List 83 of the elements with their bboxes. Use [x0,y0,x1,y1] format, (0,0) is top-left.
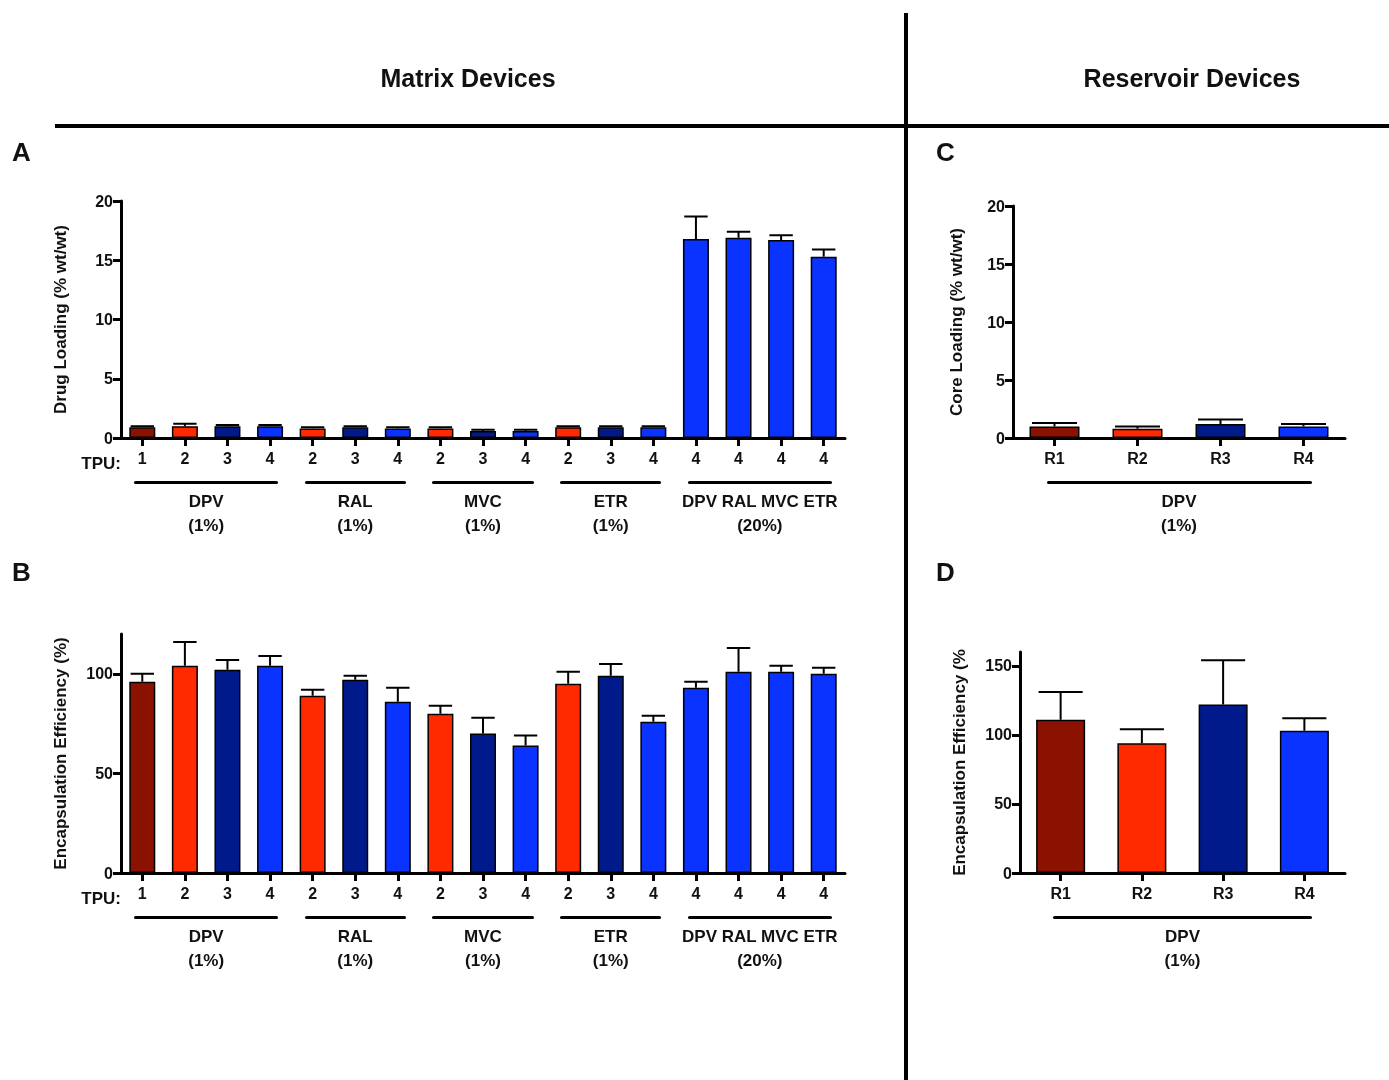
text: C [936,137,956,167]
y-axis-title: Encapsulation Efficiency (% [950,649,969,876]
x-tick-label: 4 [648,449,658,467]
x-tick-label: R2 [1131,884,1153,902]
x-tick-label: 2 [308,449,318,467]
y-tick-label: 15 [987,255,1006,273]
x-tick-label: 4 [776,449,786,467]
text: TPU: [80,888,121,910]
x-tick-label: 1 [137,884,147,902]
text: DPV (1%) [1160,491,1198,537]
x-tick-label: 2 [180,449,190,467]
y-tick-label: 0 [1003,864,1013,882]
y-tick-label: 20 [95,192,114,210]
x-tick-label: 4 [521,884,531,902]
x-tick-label: 4 [734,884,744,902]
x-tick-label: 4 [265,884,275,902]
y-axis-title: Drug Loading (% wt/wt) [51,225,70,414]
x-tick-label: 4 [734,449,744,467]
text: RAL (1%) [336,491,375,537]
text: DPV (1%) [1163,926,1202,972]
x-tick-label: 4 [648,884,658,902]
y-tick-label: 100 [985,726,1013,744]
text: DPV RAL MVC ETR (20%) [681,926,839,972]
text: DPV RAL MVC ETR (20%) [681,491,839,537]
chart-title: Matrix Devices [380,63,556,92]
y-tick-label: 0 [104,429,114,447]
y-tick-label: 15 [95,251,114,269]
y-tick-label: 150 [985,657,1013,675]
x-tick-label: 4 [265,449,275,467]
text: ETR (1%) [592,927,629,970]
y-axis-title: Core Loading (% wt/wt) [947,228,966,416]
x-tick-label: 4 [393,449,403,467]
x-tick-label: 3 [223,884,233,902]
text: A [12,137,32,167]
text: ETR (1%) [592,492,629,535]
x-tick-label: 2 [563,449,573,467]
y-tick-label: 100 [86,665,114,683]
x-tick-label: 2 [563,884,573,902]
y-tick-label: 10 [987,313,1006,331]
text: D [936,557,956,587]
x-tick-label: R1 [1050,884,1071,902]
text: MVC (1%) [463,926,503,972]
text: RAL (1%) [336,926,375,972]
x-tick-label: 3 [478,884,488,902]
x-tick-label: 4 [819,449,829,467]
text: DPV (1%) [187,491,226,537]
text: MVC (1%) [463,491,503,537]
x-tick-label: 4 [393,884,403,902]
chart-title: Reservoir Devices [1083,63,1301,92]
x-tick-label: 3 [478,449,488,467]
x-tick-label: 2 [180,884,190,902]
x-tick-label: R1 [1044,449,1065,467]
x-tick-label: 4 [691,884,701,902]
text: DPV (1%) [187,926,226,972]
x-tick-label: 2 [435,449,445,467]
x-tick-label: R4 [1293,449,1314,467]
x-tick-label: 4 [691,449,701,467]
x-tick-label: 4 [521,449,531,467]
x-tick-label: 3 [350,884,360,902]
x-tick-label: R4 [1294,884,1315,902]
y-tick-label: 50 [95,764,114,782]
x-tick-label: R2 [1127,449,1148,467]
y-tick-label: 20 [987,197,1006,215]
text: B [12,557,32,587]
x-tick-label: 1 [137,449,147,467]
x-tick-label: 3 [606,884,616,902]
x-tick-label: R3 [1212,884,1234,902]
x-tick-label: 2 [308,884,318,902]
x-tick-label: 4 [819,884,829,902]
x-tick-label: 4 [776,884,786,902]
y-axis-title: Encapsulation Efficiency (%) [51,637,70,870]
y-tick-label: 50 [994,795,1013,813]
y-tick-label: 5 [996,371,1006,389]
y-tick-label: 10 [95,311,114,328]
x-tick-label: 2 [435,884,445,902]
y-tick-label: 5 [104,370,114,388]
x-tick-label: R3 [1210,449,1231,467]
x-tick-label: 3 [350,449,360,467]
y-tick-label: 0 [104,864,114,882]
x-tick-label: 3 [606,449,616,467]
text: TPU: [80,453,121,475]
y-tick-label: 0 [996,429,1006,447]
x-tick-label: 3 [223,449,233,467]
